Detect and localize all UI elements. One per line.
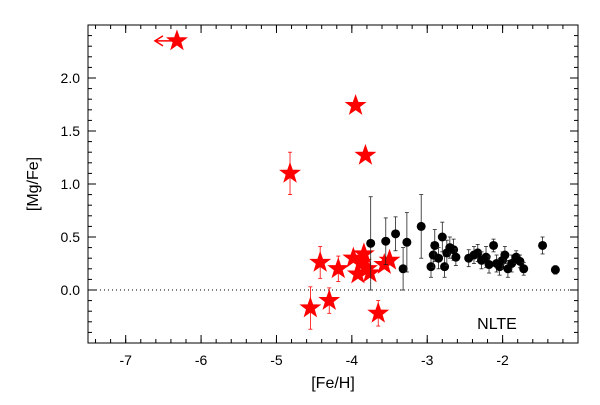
x-tick-label: -7 xyxy=(119,352,132,368)
x-tick-label: -6 xyxy=(195,352,208,368)
plot-layer xyxy=(88,29,578,330)
star-point xyxy=(165,29,188,51)
circle-point xyxy=(484,260,494,270)
circle-point xyxy=(451,252,461,262)
circle-point xyxy=(434,253,444,263)
circle-point xyxy=(440,262,450,272)
axis-layer: -7 -6 -5 -4 -3 -2 0.0 0.5 1.0 1.5 2.0 xyxy=(61,24,579,368)
star-point xyxy=(354,143,377,165)
circle-point xyxy=(402,237,412,247)
y-tick-label: 0.5 xyxy=(61,229,81,245)
circle-point xyxy=(430,240,440,250)
limit-arrow-head xyxy=(153,35,164,47)
star-point xyxy=(299,296,322,318)
circle-point xyxy=(473,248,483,258)
y-tick-label: 1.5 xyxy=(61,123,81,139)
circle-point xyxy=(515,256,525,266)
y-axis-label: [Mg/Fe] xyxy=(25,157,42,211)
circle-point xyxy=(398,264,408,274)
x-tick-label: -3 xyxy=(421,352,434,368)
y-tick-label: 1.0 xyxy=(61,176,81,192)
x-tick-label: -5 xyxy=(270,352,283,368)
circle-point xyxy=(381,236,391,246)
circle-point xyxy=(391,229,401,239)
star-point xyxy=(279,161,301,183)
x-tick-label: -4 xyxy=(346,352,359,368)
y-tick-label: 0.0 xyxy=(61,282,81,298)
circle-point xyxy=(538,240,548,250)
circle-point xyxy=(437,232,447,242)
star-point xyxy=(378,248,401,270)
circle-point xyxy=(489,240,499,250)
star-point xyxy=(367,301,390,323)
star-point xyxy=(327,257,350,279)
star-point xyxy=(344,94,367,115)
star-point xyxy=(358,261,381,283)
circle-point xyxy=(550,265,560,275)
x-tick-label: -2 xyxy=(496,352,509,368)
nlte-annotation: NLTE xyxy=(477,316,517,333)
circle-point xyxy=(481,252,491,262)
circle-point xyxy=(366,238,376,248)
circle-point xyxy=(500,250,510,260)
y-tick-label: 2.0 xyxy=(61,70,81,86)
star-point xyxy=(318,289,341,310)
circle-point xyxy=(416,221,426,231)
x-axis-label: [Fe/H] xyxy=(311,375,355,392)
circle-point xyxy=(519,264,529,274)
plot-frame xyxy=(87,24,579,344)
circle-point xyxy=(507,259,517,268)
star-point xyxy=(309,250,332,272)
circle-point xyxy=(426,262,436,272)
